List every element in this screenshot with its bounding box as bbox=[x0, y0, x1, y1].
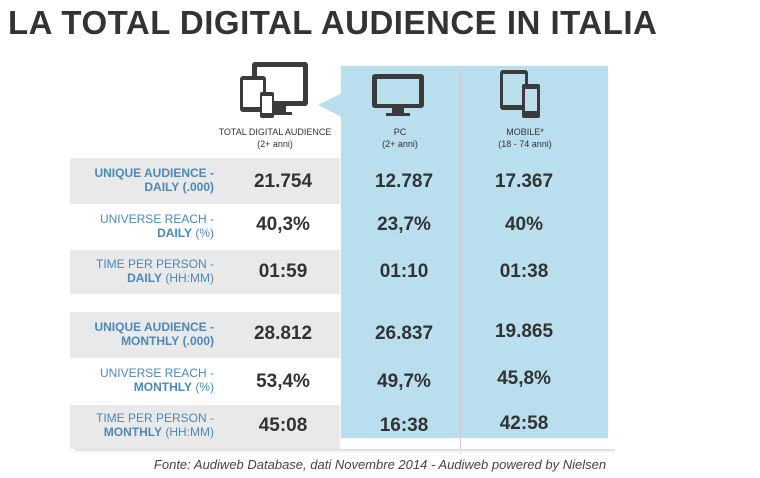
table-cell: 40,3% bbox=[256, 214, 310, 235]
row-label-unit: (%) bbox=[195, 226, 214, 240]
row-label-unit: (HH:MM) bbox=[165, 425, 214, 439]
table-cell: 16:38 bbox=[379, 415, 429, 436]
table-cell: 01:10 bbox=[379, 261, 429, 282]
row-label: TIME PER PERSON - MONTHLY (HH:MM) bbox=[72, 411, 214, 439]
table-cell: 21.754 bbox=[253, 171, 313, 192]
table-cell: 19.865 bbox=[494, 321, 554, 342]
table-cell: 01:38 bbox=[499, 261, 549, 282]
devices-icon bbox=[240, 62, 308, 118]
row-label-unit: (%) bbox=[195, 380, 214, 394]
column-header-label: PC bbox=[393, 127, 407, 137]
column-header-total: TOTAL DIGITAL AUDIENCE (2+ anni) bbox=[205, 126, 345, 150]
row-label-unit: (HH:MM) bbox=[165, 271, 214, 285]
highlight-panel-pointer bbox=[318, 93, 342, 117]
table-cell: 26.837 bbox=[374, 323, 434, 344]
row-label-period: DAILY bbox=[157, 226, 192, 240]
table-cell: 49,7% bbox=[377, 371, 431, 392]
row-label-period: MONTHLY bbox=[133, 380, 192, 394]
row-label-period: MONTHLY bbox=[103, 425, 162, 439]
column-header-sub: (2+ anni) bbox=[382, 139, 418, 149]
row-band bbox=[70, 405, 340, 449]
row-label: UNIVERSE REACH - DAILY (%) bbox=[72, 212, 214, 240]
column-header-sub: (18 - 74 anni) bbox=[498, 139, 552, 149]
column-header-pc: PC (2+ anni) bbox=[345, 126, 455, 150]
row-band bbox=[70, 158, 340, 204]
row-label-period: DAILY bbox=[144, 180, 180, 194]
column-header-label: TOTAL DIGITAL AUDIENCE bbox=[218, 127, 332, 137]
mobile-devices-icon bbox=[500, 70, 540, 118]
monitor-icon bbox=[372, 74, 424, 116]
table-cell: 23,7% bbox=[377, 214, 431, 235]
row-label: UNIQUE AUDIENCE - MONTHLY (.000) bbox=[72, 320, 214, 348]
column-header-label: MOBILE* bbox=[506, 127, 544, 137]
column-header-mobile: MOBILE* (18 - 74 anni) bbox=[470, 126, 580, 150]
table-cell: 53,4% bbox=[256, 371, 310, 392]
table-cell: 42:58 bbox=[499, 413, 549, 434]
row-label-period: DAILY bbox=[127, 271, 162, 285]
table-cell: 17.367 bbox=[494, 171, 554, 192]
row-band bbox=[70, 250, 340, 294]
table-bottom-shadow bbox=[75, 449, 615, 453]
row-label-line1: UNIVERSE REACH - bbox=[99, 212, 214, 226]
row-label-line1: TIME PER PERSON - bbox=[95, 257, 214, 271]
source-note: Fonte: Audiweb Database, dati Novembre 2… bbox=[153, 457, 607, 472]
table-cell: 12.787 bbox=[374, 171, 434, 192]
table-cell: 40% bbox=[504, 214, 544, 235]
row-label-line1: TIME PER PERSON - bbox=[95, 411, 214, 425]
row-label-line1: UNIVERSE REACH - bbox=[99, 366, 214, 380]
row-label-line1: UNIQUE AUDIENCE - bbox=[94, 166, 214, 180]
row-band bbox=[70, 312, 340, 358]
row-label: TIME PER PERSON - DAILY (HH:MM) bbox=[72, 257, 214, 285]
page-title: LA TOTAL DIGITAL AUDIENCE IN ITALIA bbox=[8, 4, 658, 41]
row-label-period: MONTHLY bbox=[121, 334, 180, 348]
table-cell: 45:08 bbox=[258, 415, 308, 436]
pc-mobile-highlight-panel bbox=[341, 66, 608, 438]
row-label-unit: (.000) bbox=[182, 334, 214, 348]
row-label-unit: (.000) bbox=[182, 180, 214, 194]
table-cell: 45,8% bbox=[497, 368, 551, 389]
table-cell: 28.812 bbox=[253, 323, 313, 344]
row-label: UNIQUE AUDIENCE - DAILY (.000) bbox=[72, 166, 214, 194]
row-label-line1: UNIQUE AUDIENCE - bbox=[94, 320, 214, 334]
column-header-sub: (2+ anni) bbox=[257, 139, 293, 149]
table-cell: 01:59 bbox=[258, 261, 308, 282]
column-divider bbox=[460, 70, 461, 454]
row-label: UNIVERSE REACH - MONTHLY (%) bbox=[72, 366, 214, 394]
